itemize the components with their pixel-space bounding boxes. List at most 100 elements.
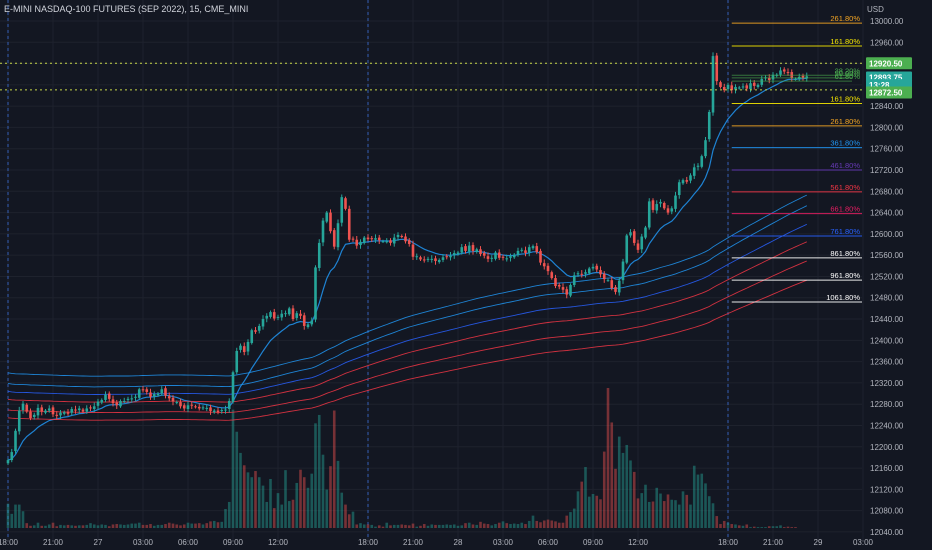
volume-bar: [21, 511, 25, 528]
volume-bar: [460, 525, 464, 528]
candle-body: [512, 254, 516, 258]
volume-bar: [40, 525, 44, 528]
price-axis-label: 12400.00: [870, 336, 904, 345]
candle-body: [167, 396, 171, 399]
candle-body: [674, 195, 677, 209]
candle-body: [602, 273, 606, 280]
volume-bar: [239, 452, 242, 528]
candle-body: [6, 460, 10, 464]
volume-bar: [786, 526, 790, 528]
volume-bar: [542, 520, 546, 528]
candle-body: [29, 411, 32, 419]
candle-body: [786, 72, 790, 74]
candle-body: [74, 409, 77, 411]
price-axis-label: 12800.00: [870, 123, 904, 132]
candle-body: [239, 345, 242, 350]
candle-body: [689, 175, 692, 181]
candle-body: [464, 246, 467, 251]
time-axis-label: 06:00: [178, 538, 199, 547]
candle-body: [662, 203, 666, 209]
candle-body: [587, 268, 591, 274]
candle-body: [505, 258, 509, 260]
volume-bar: [602, 451, 606, 528]
volume-bar: [104, 524, 107, 528]
volume-bar: [186, 522, 190, 528]
price-tag: [866, 86, 912, 99]
volume-bar: [554, 521, 557, 528]
candle-body: [152, 394, 156, 397]
candle-body: [231, 372, 235, 403]
candle-body: [332, 230, 336, 247]
candle-body: [644, 227, 647, 238]
volume-bar: [242, 465, 246, 528]
fib-level-label: 761.80%: [830, 227, 860, 236]
candle-body: [134, 396, 137, 398]
price-axis-label: 12240.00: [870, 421, 904, 430]
candle-body: [640, 236, 644, 250]
candle-body: [246, 341, 250, 352]
candle-body: [734, 86, 737, 90]
candle-body: [197, 406, 201, 409]
candle-body: [227, 401, 231, 409]
candle-body: [254, 330, 257, 332]
price-axis-label: 12520.00: [870, 272, 904, 281]
volume-bar: [329, 466, 332, 528]
symbol-title[interactable]: E-MINI NASDAQ-100 FUTURES (SEP 2022), 15…: [4, 4, 249, 14]
volume-bar: [265, 501, 269, 528]
candle-body: [291, 308, 295, 320]
candle-body: [760, 78, 764, 85]
volume-bar: [145, 524, 149, 528]
price-tag-label: 12872.50: [869, 89, 903, 98]
candle-body: [182, 405, 186, 409]
volume-bar: [617, 436, 621, 528]
candle-body: [430, 258, 434, 260]
candle-body: [21, 403, 25, 411]
volume-bar: [321, 454, 325, 528]
candle-body: [531, 246, 535, 249]
volume-bar: [359, 523, 362, 528]
candle-body: [617, 280, 621, 293]
candle-body: [561, 287, 565, 290]
volume-bar: [572, 508, 576, 528]
volume-bar: [591, 493, 595, 528]
volume-bar: [512, 523, 516, 528]
candle-body: [400, 236, 404, 237]
volume-bar: [141, 524, 145, 528]
candle-body: [355, 239, 359, 246]
candle-body: [516, 250, 520, 255]
volume-bar: [550, 520, 554, 528]
volume-bar: [576, 491, 580, 528]
volume-bar: [340, 492, 344, 528]
candle-body: [490, 257, 494, 259]
volume-bar: [475, 524, 479, 528]
candle-body: [419, 257, 422, 260]
volume-bar: [55, 526, 59, 528]
volume-bar: [464, 523, 467, 528]
candle-body: [629, 232, 632, 236]
price-axis-label: 12960.00: [870, 38, 904, 47]
candle-body: [340, 197, 344, 223]
volume-bar: [696, 474, 700, 528]
candle-body: [737, 87, 741, 89]
price-axis-label: 12360.00: [870, 358, 904, 367]
volume-bar: [632, 471, 636, 528]
moving-average-line: [7, 241, 807, 403]
volume-bar: [156, 524, 160, 528]
volume-bar: [89, 523, 92, 528]
candle-body: [595, 265, 599, 270]
volume-bar: [479, 521, 482, 528]
price-axis-label: 12720.00: [870, 166, 904, 175]
candle-body: [482, 253, 486, 256]
candle-body: [164, 388, 167, 396]
candle-body: [209, 407, 212, 412]
candle-body: [520, 249, 524, 251]
time-axis-label: 27: [94, 538, 103, 547]
candle-body: [794, 78, 797, 80]
candle-body: [554, 278, 557, 287]
volume-bar: [115, 524, 119, 528]
candle-body: [77, 408, 81, 411]
volume-bar: [741, 525, 745, 528]
candle-body: [479, 249, 482, 255]
